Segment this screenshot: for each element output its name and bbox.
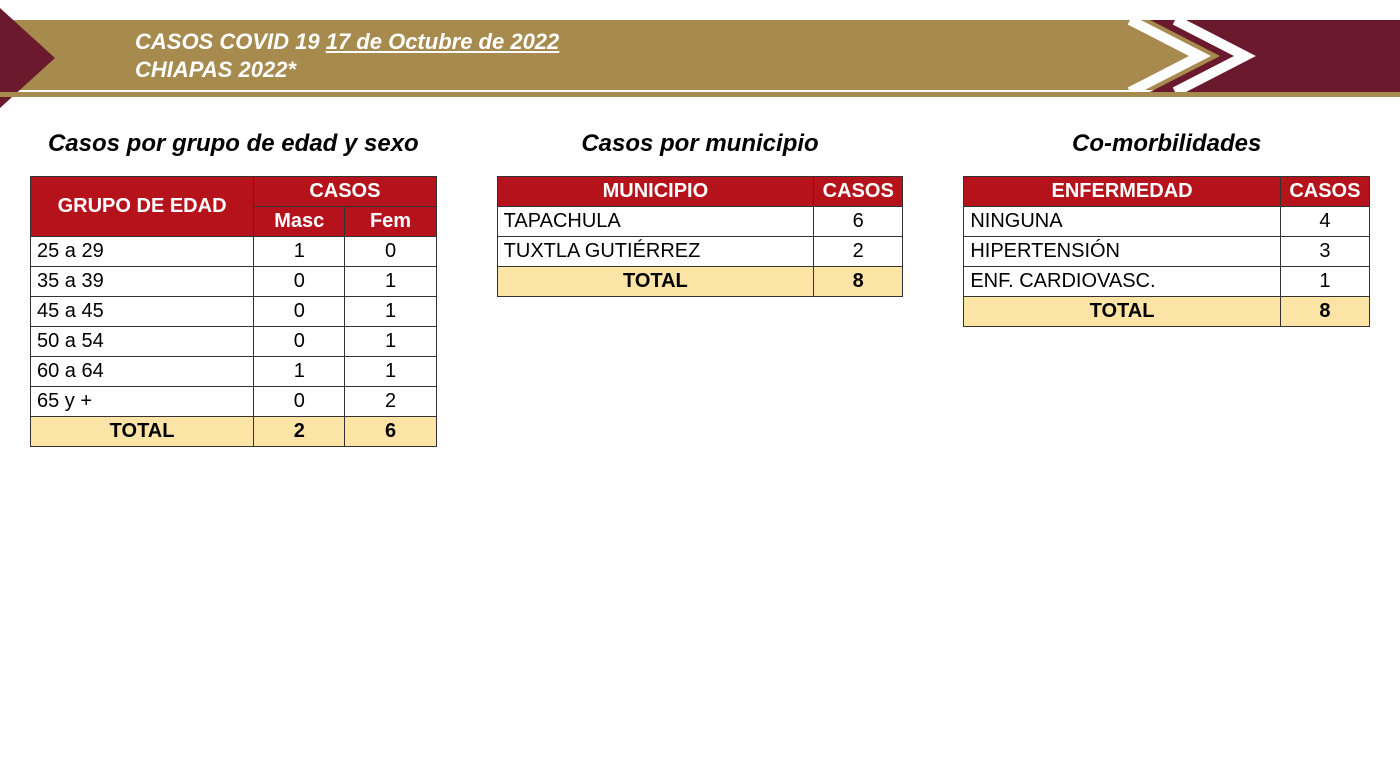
morbid-table: ENFERMEDAD CASOS NINGUNA4HIPERTENSIÓN3EN…: [963, 176, 1370, 327]
table-row: TUXTLA GUTIÉRREZ2: [497, 236, 903, 266]
col-morbid: Co-morbilidades ENFERMEDAD CASOS NINGUNA…: [963, 130, 1370, 327]
cell-group: 65 y +: [31, 386, 254, 416]
cell-total-label: TOTAL: [964, 296, 1280, 326]
cell-fem: 2: [345, 386, 436, 416]
cell-total-masc: 2: [254, 416, 345, 446]
cell-total: 8: [814, 266, 903, 296]
cell-cases: 4: [1280, 206, 1369, 236]
table-row: 25 a 2910: [31, 236, 437, 266]
cell-group: 45 a 45: [31, 296, 254, 326]
municipio-title: Casos por municipio: [497, 130, 904, 158]
cell-cases: 1: [1280, 266, 1369, 296]
age-sex-body: 25 a 291035 a 390145 a 450150 a 540160 a…: [31, 236, 437, 446]
table-row: ENF. CARDIOVASC.1: [964, 266, 1370, 296]
cell-group: 25 a 29: [31, 236, 254, 266]
table-row: 35 a 3901: [31, 266, 437, 296]
cell-group: 50 a 54: [31, 326, 254, 356]
header-subtitle: CHIAPAS 2022*: [135, 57, 296, 82]
th-cases: CASOS: [1280, 176, 1369, 206]
cell-fem: 1: [345, 266, 436, 296]
morbid-title: Co-morbilidades: [963, 130, 1370, 158]
th-group: GRUPO DE EDAD: [31, 176, 254, 236]
cell-fem: 1: [345, 356, 436, 386]
cell-masc: 1: [254, 356, 345, 386]
cell-total: 8: [1280, 296, 1369, 326]
municipio-table: MUNICIPIO CASOS TAPACHULA6TUXTLA GUTIÉRR…: [497, 176, 904, 297]
cell-masc: 0: [254, 296, 345, 326]
header-chevron-icon: [1080, 8, 1400, 104]
cell-cases: 3: [1280, 236, 1369, 266]
cell-total-label: TOTAL: [31, 416, 254, 446]
th-muni: MUNICIPIO: [497, 176, 813, 206]
header-date: 17 de Octubre de 2022: [326, 29, 560, 54]
municipio-body: TAPACHULA6TUXTLA GUTIÉRREZ2TOTAL8: [497, 206, 903, 296]
table-row: NINGUNA4: [964, 206, 1370, 236]
age-sex-title: Casos por grupo de edad y sexo: [30, 130, 437, 158]
cell-fem: 1: [345, 296, 436, 326]
cell-disease: NINGUNA: [964, 206, 1280, 236]
cell-total-label: TOTAL: [497, 266, 813, 296]
cell-cases: 2: [814, 236, 903, 266]
table-row: 45 a 4501: [31, 296, 437, 326]
table-row: 60 a 6411: [31, 356, 437, 386]
header: CASOS COVID 19 17 de Octubre de 2022 CHI…: [0, 0, 1400, 110]
total-row: TOTAL8: [964, 296, 1370, 326]
header-title-prefix: CASOS COVID 19: [135, 29, 326, 54]
cell-fem: 1: [345, 326, 436, 356]
th-masc: Masc: [254, 206, 345, 236]
cell-disease: ENF. CARDIOVASC.: [964, 266, 1280, 296]
header-title: CASOS COVID 19 17 de Octubre de 2022 CHI…: [135, 28, 559, 83]
age-sex-table: GRUPO DE EDAD CASOS Masc Fem 25 a 291035…: [30, 176, 437, 447]
th-cases: CASOS: [254, 176, 437, 206]
table-row: HIPERTENSIÓN3: [964, 236, 1370, 266]
th-fem: Fem: [345, 206, 436, 236]
morbid-body: NINGUNA4HIPERTENSIÓN3ENF. CARDIOVASC.1TO…: [964, 206, 1370, 326]
cell-muni: TUXTLA GUTIÉRREZ: [497, 236, 813, 266]
total-row: TOTAL8: [497, 266, 903, 296]
cell-masc: 0: [254, 326, 345, 356]
table-row: 50 a 5401: [31, 326, 437, 356]
table-row: 65 y +02: [31, 386, 437, 416]
cell-muni: TAPACHULA: [497, 206, 813, 236]
total-row: TOTAL26: [31, 416, 437, 446]
cell-cases: 6: [814, 206, 903, 236]
cell-group: 35 a 39: [31, 266, 254, 296]
col-age-sex: Casos por grupo de edad y sexo GRUPO DE …: [30, 130, 437, 447]
cell-fem: 0: [345, 236, 436, 266]
th-disease: ENFERMEDAD: [964, 176, 1280, 206]
cell-group: 60 a 64: [31, 356, 254, 386]
col-municipio: Casos por municipio MUNICIPIO CASOS TAPA…: [497, 130, 904, 297]
cell-masc: 1: [254, 236, 345, 266]
cell-masc: 0: [254, 386, 345, 416]
content-columns: Casos por grupo de edad y sexo GRUPO DE …: [0, 110, 1400, 447]
cell-total-fem: 6: [345, 416, 436, 446]
header-underline: [0, 92, 1400, 97]
table-row: TAPACHULA6: [497, 206, 903, 236]
cell-disease: HIPERTENSIÓN: [964, 236, 1280, 266]
th-cases: CASOS: [814, 176, 903, 206]
cell-masc: 0: [254, 266, 345, 296]
